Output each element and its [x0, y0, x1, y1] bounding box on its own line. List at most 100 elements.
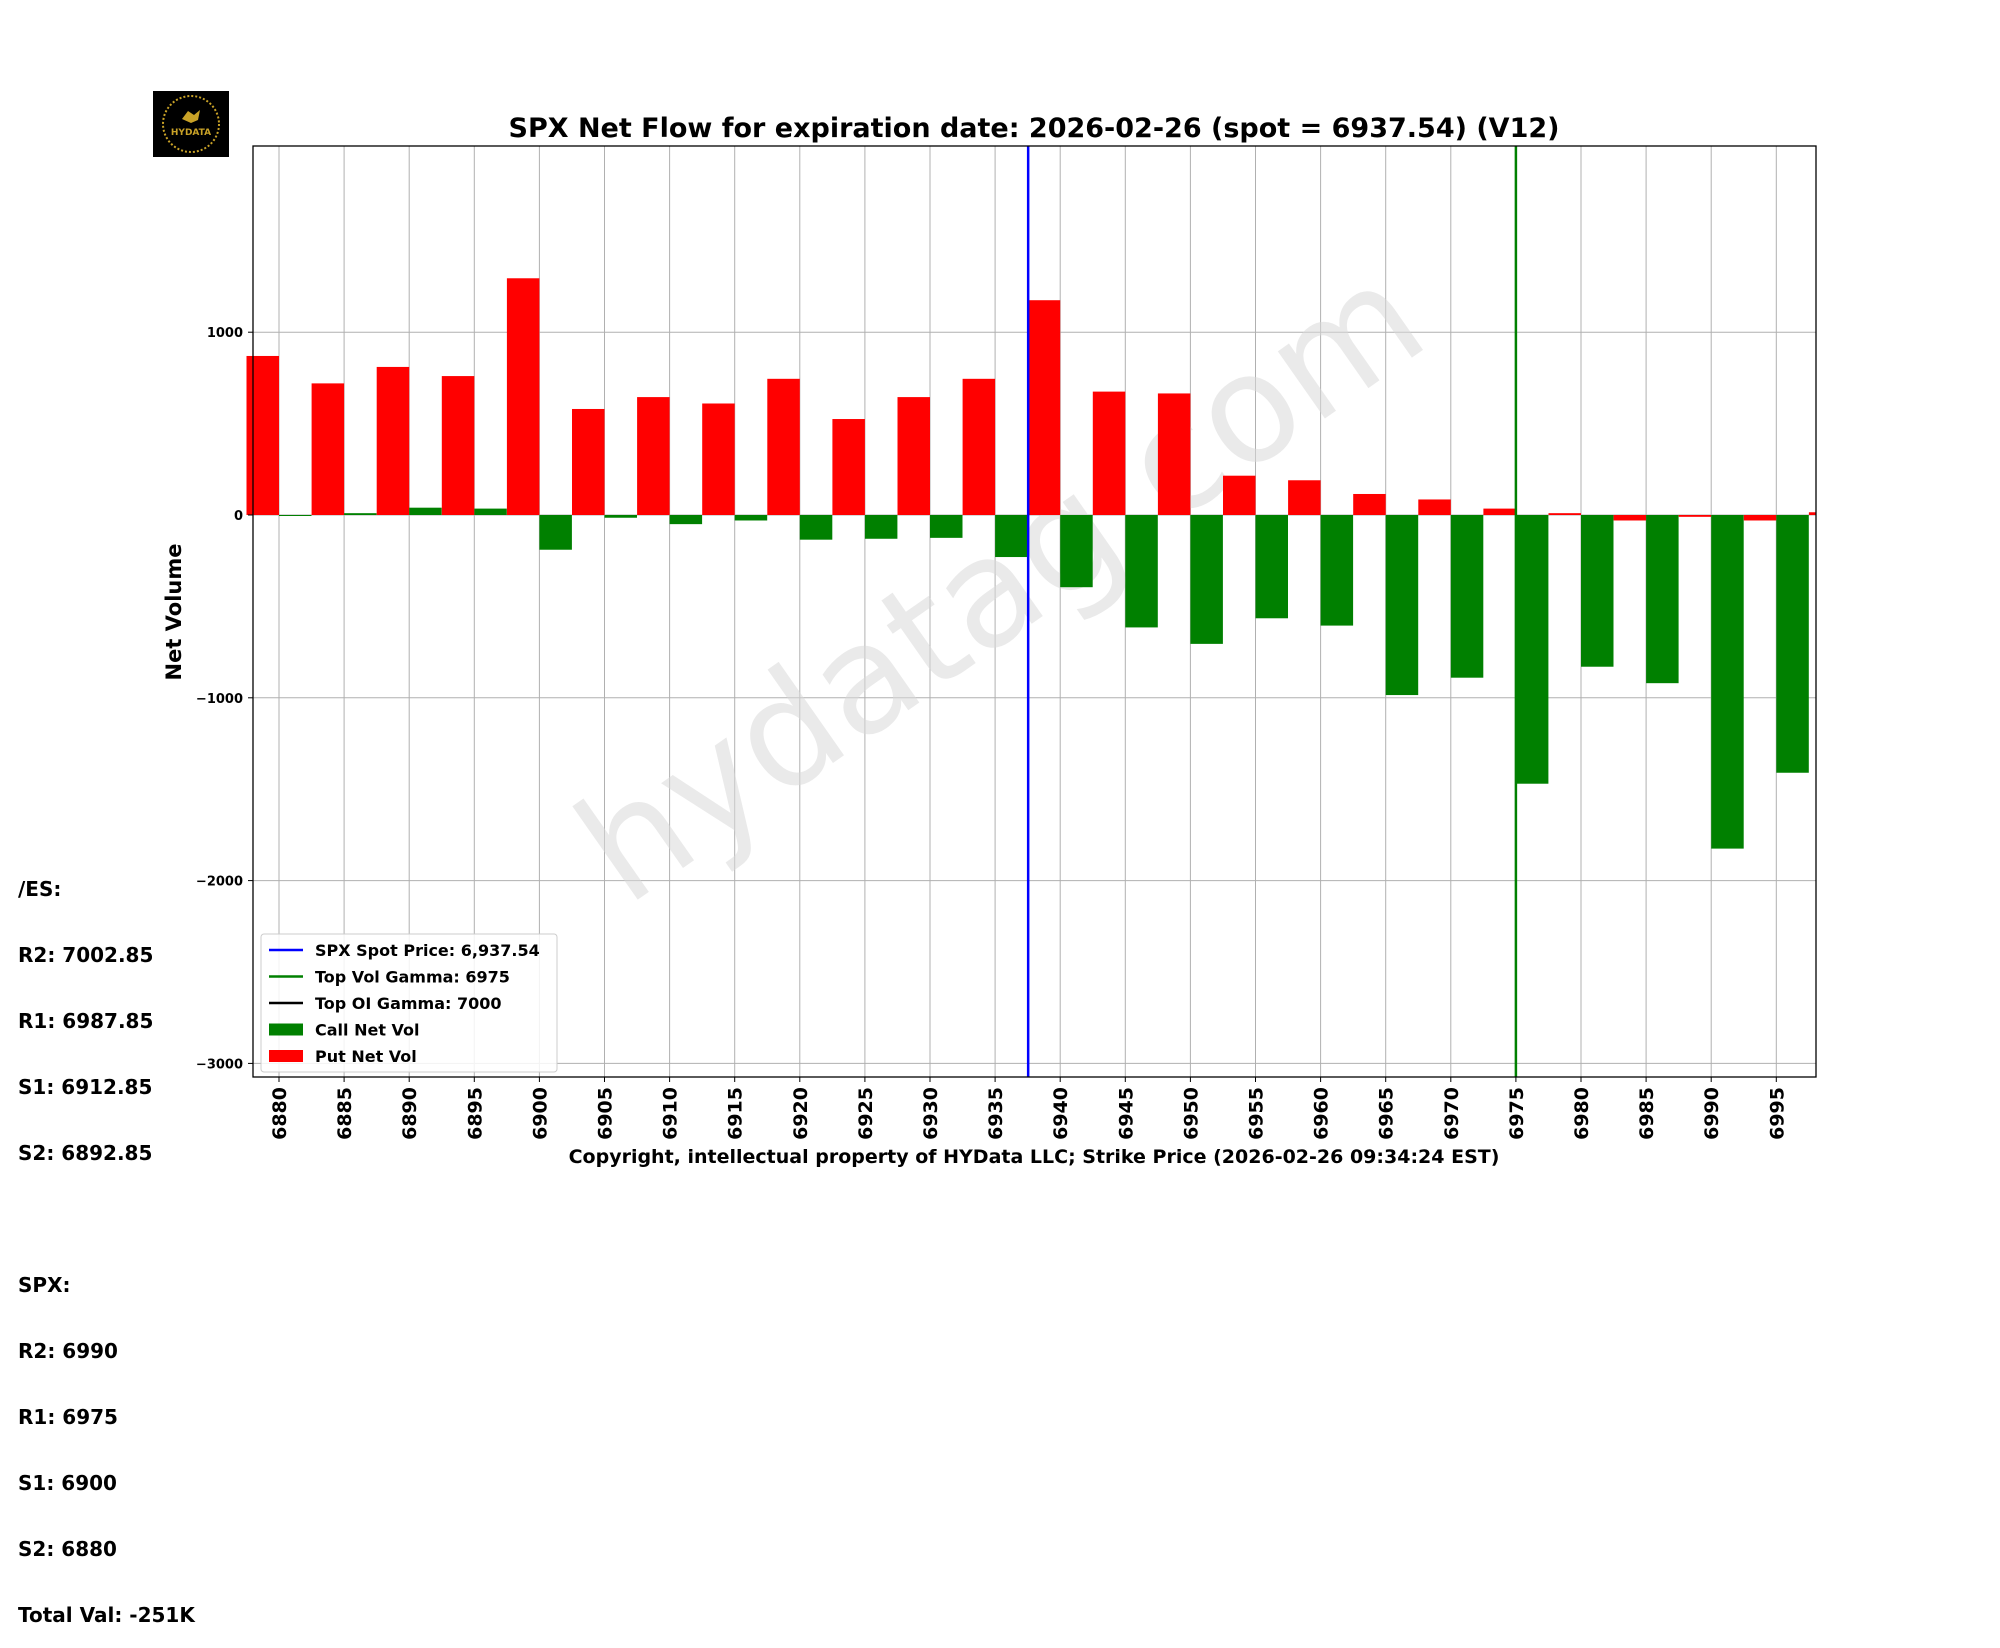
call-bar	[1646, 515, 1679, 684]
x-tick-label: 6940	[1050, 1087, 1072, 1140]
legend-box	[260, 933, 558, 1073]
y-tick-label: −2000	[196, 875, 243, 890]
call-bar	[1515, 515, 1549, 784]
put-bar	[767, 378, 800, 515]
x-tick-label: 6880	[269, 1087, 291, 1140]
x-tick-label: 6990	[1701, 1087, 1723, 1140]
put-bar	[962, 378, 996, 515]
bars	[246, 278, 1816, 849]
call-bar	[1125, 515, 1158, 628]
x-tick-label: 6900	[529, 1087, 551, 1140]
put-bar	[246, 355, 279, 515]
call-bar	[995, 515, 1028, 558]
put-bar	[506, 278, 540, 515]
put-bar	[376, 366, 410, 515]
put-bar	[441, 376, 475, 515]
put-bar	[637, 397, 670, 515]
legend-patch-swatch	[269, 1050, 303, 1062]
x-tick-label: 6975	[1506, 1087, 1528, 1140]
total-value: Total Val: -251K	[18, 1603, 195, 1627]
legend-label: Put Net Vol	[315, 1047, 417, 1066]
put-bar	[1678, 515, 1712, 517]
y-tick-label: 0	[234, 509, 243, 524]
put-bar	[1613, 515, 1647, 521]
put-bar	[1092, 391, 1126, 515]
call-bar	[1776, 515, 1809, 773]
call-bar	[1060, 515, 1093, 588]
levels-panel: /ES: R2: 7002.85 R1: 6987.85 S1: 6912.85…	[18, 834, 195, 1648]
es-r1: R1: 6987.85	[18, 1009, 154, 1033]
hydata-logo: HYDATA	[153, 91, 229, 157]
x-tick-label: 6890	[399, 1087, 421, 1140]
es-s2: S2: 6892.85	[18, 1141, 153, 1165]
call-bar	[1190, 515, 1223, 644]
x-axis-ticks: 6880 6885 6890 6895 6900 6905 6910 6915 6920 6925…	[269, 1077, 1788, 1140]
x-tick-label: 6910	[660, 1087, 682, 1140]
call-bar	[539, 515, 572, 550]
call-bar	[344, 513, 377, 515]
x-tick-label: 6980	[1571, 1087, 1593, 1140]
put-bar	[1418, 499, 1451, 515]
put-bar	[1353, 493, 1386, 515]
es-r2: R2: 7002.85	[18, 943, 154, 967]
put-bar	[1483, 508, 1516, 515]
call-bar	[1711, 515, 1744, 849]
call-bar	[1320, 515, 1354, 626]
call-bar	[1450, 515, 1484, 678]
call-bar	[279, 515, 312, 516]
call-bar	[799, 515, 833, 540]
spx-s1: S1: 6900	[18, 1471, 117, 1495]
x-tick-label: 6920	[790, 1087, 812, 1140]
put-bar	[702, 403, 735, 515]
x-tick-label: 6985	[1636, 1087, 1658, 1140]
put-bar	[1548, 513, 1581, 515]
legend-patch-swatch	[269, 1023, 303, 1036]
call-bar	[1255, 515, 1288, 619]
x-tick-label: 6965	[1376, 1087, 1398, 1140]
logo-text: HYDATA	[171, 128, 211, 138]
legend-label: SPX Spot Price: 6,937.54	[315, 941, 540, 960]
put-bar	[832, 419, 865, 515]
legend-label: Call Net Vol	[315, 1021, 420, 1040]
reference-lines	[1026, 146, 1518, 1077]
spx-s2: S2: 6880	[18, 1537, 117, 1561]
put-bar	[572, 408, 605, 515]
put-bar	[1157, 393, 1191, 515]
put-bar	[897, 397, 930, 515]
chart-title: SPX Net Flow for expiration date: 2026-0…	[509, 113, 1560, 144]
call-bar	[409, 507, 442, 515]
call-bar	[864, 515, 898, 539]
call-bar	[930, 515, 963, 538]
y-axis-label: Net Volume	[162, 544, 186, 681]
es-title: /ES:	[18, 877, 62, 901]
call-bar	[474, 508, 507, 515]
x-tick-label: 6915	[725, 1087, 747, 1140]
spx-title: SPX:	[18, 1273, 71, 1297]
x-tick-label: 6925	[855, 1087, 877, 1140]
put-bar	[1288, 480, 1321, 515]
y-tick-label: 1000	[207, 326, 243, 341]
put-bar	[1808, 512, 1816, 515]
x-axis-label: Copyright, intellectual property of HYDa…	[569, 1146, 1500, 1168]
legend-label: Top OI Gamma: 7000	[315, 994, 502, 1013]
call-bar	[604, 515, 637, 518]
x-tick-label: 6950	[1180, 1087, 1202, 1140]
put-bar	[1223, 475, 1256, 515]
plot-frame	[252, 145, 1817, 1078]
x-tick-label: 6935	[985, 1087, 1007, 1140]
x-tick-label: 6970	[1441, 1087, 1463, 1140]
y-tick-label: −1000	[196, 692, 243, 707]
call-bar	[669, 515, 703, 525]
es-s1: S1: 6912.85	[18, 1075, 153, 1099]
put-bar	[1027, 300, 1061, 515]
x-tick-label: 6895	[464, 1087, 486, 1140]
x-tick-label: 6905	[595, 1087, 617, 1140]
x-tick-label: 6945	[1115, 1087, 1137, 1140]
call-bar	[1581, 515, 1614, 667]
legend-label: Top Vol Gamma: 6975	[315, 968, 510, 987]
call-bar	[1385, 515, 1419, 696]
legend: SPX Spot Price: 6,937.54 Top Vol Gamma: 6…	[260, 933, 558, 1073]
watermark: hydatag.com	[547, 229, 1454, 936]
x-tick-label: 6955	[1246, 1087, 1268, 1140]
